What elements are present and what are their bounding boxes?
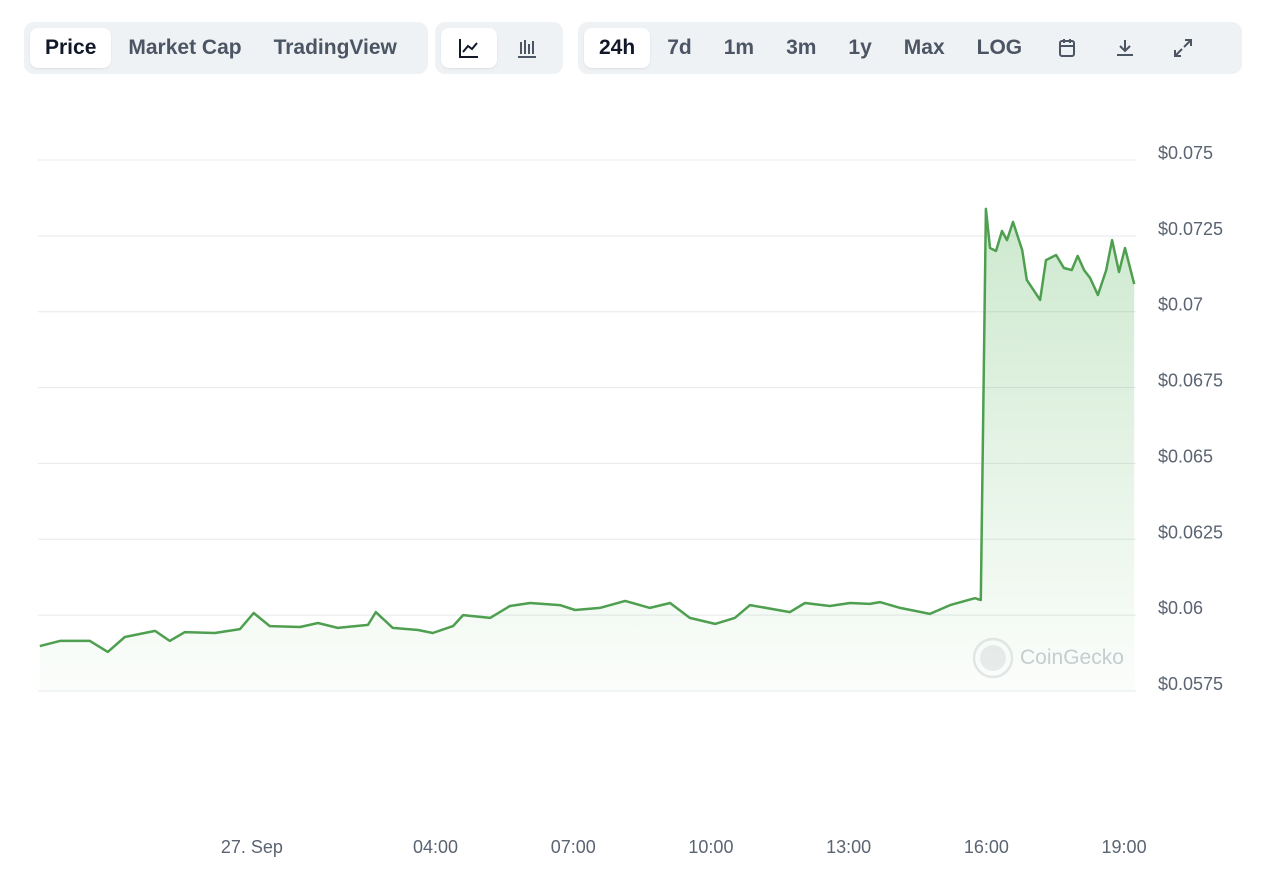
download-button[interactable] (1097, 28, 1153, 68)
tradingview-tab[interactable]: TradingView (273, 36, 397, 59)
y-tick-label: $0.0725 (1158, 219, 1223, 239)
range-24h[interactable]: 24h (584, 28, 651, 68)
y-tick-label: $0.0625 (1158, 522, 1223, 542)
view-toggle: Price Market Cap TradingView (24, 22, 428, 74)
log-toggle[interactable]: LOG (976, 36, 1023, 59)
fullscreen-icon (1174, 39, 1193, 57)
x-tick-label: 16:00 (964, 837, 1009, 857)
y-tick-label: $0.065 (1158, 446, 1213, 466)
calendar-button[interactable] (1039, 28, 1095, 68)
line-icon (459, 39, 478, 58)
area-fill (39, 208, 1135, 691)
y-tick-label: $0.075 (1158, 143, 1213, 163)
fullscreen-button[interactable] (1155, 28, 1211, 68)
x-tick-label: 04:00 (413, 837, 458, 857)
price-tab[interactable]: Price (30, 28, 112, 68)
calendar-icon (1059, 39, 1076, 57)
candle-chart-button[interactable] (499, 28, 555, 68)
download-icon (1117, 40, 1134, 56)
x-tick-label: 19:00 (1102, 837, 1147, 857)
y-tick-label: $0.0575 (1158, 674, 1223, 694)
market-cap-tab[interactable]: Market Cap (128, 36, 242, 59)
chart-style-toggle (435, 22, 563, 74)
watermark: CoinGecko (1020, 646, 1124, 669)
candle-icon (518, 40, 536, 58)
price-line (39, 207, 1136, 654)
x-tick-label: 10:00 (688, 837, 733, 857)
range-1m[interactable]: 1m (723, 36, 755, 59)
x-tick-label: 13:00 (826, 837, 871, 857)
range-1y[interactable]: 1y (848, 36, 872, 59)
line-chart-button[interactable] (441, 28, 497, 68)
y-tick-label: $0.06 (1158, 598, 1203, 618)
y-tick-label: $0.0675 (1158, 371, 1223, 391)
range-7d[interactable]: 7d (667, 36, 692, 59)
range-toggle: 24h 7d 1m 3m 1y Max LOG (578, 22, 1242, 74)
watermark-logo (972, 637, 1014, 679)
range-3m[interactable]: 3m (786, 36, 817, 59)
range-max[interactable]: Max (903, 36, 945, 59)
x-tick-label: 27. Sep (221, 837, 283, 857)
y-tick-label: $0.07 (1158, 295, 1203, 315)
x-tick-label: 07:00 (551, 837, 596, 857)
